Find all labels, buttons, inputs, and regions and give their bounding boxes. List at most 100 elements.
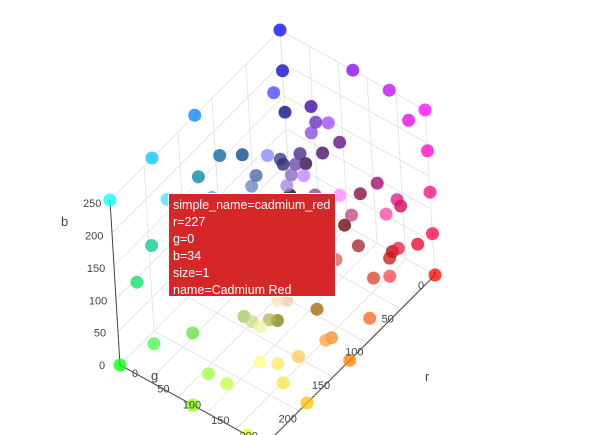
data-point[interactable] [145, 151, 159, 165]
data-point[interactable] [309, 115, 323, 129]
data-point[interactable] [351, 239, 365, 253]
data-point[interactable] [383, 269, 397, 283]
data-point[interactable] [186, 398, 200, 412]
data-point[interactable] [284, 168, 298, 182]
data-point[interactable] [273, 152, 287, 166]
grid-line-floor-g [153, 330, 300, 412]
data-point[interactable] [304, 126, 318, 140]
g-axis-title: g [151, 368, 158, 383]
data-point[interactable] [319, 333, 333, 347]
data-point[interactable] [278, 105, 292, 119]
data-point[interactable] [276, 64, 289, 78]
data-point[interactable] [418, 103, 432, 117]
r-tick-label: 0 [132, 368, 138, 380]
data-point[interactable] [293, 147, 307, 161]
data-point[interactable] [343, 353, 357, 367]
r-tick-label: 100 [183, 399, 201, 411]
hover-line-size: size=1 [173, 266, 210, 280]
data-point[interactable] [276, 376, 290, 390]
data-point[interactable] [333, 188, 347, 202]
data-point[interactable] [267, 86, 281, 100]
b-tick-label: 0 [99, 360, 105, 372]
data-point[interactable] [299, 157, 313, 171]
data-point[interactable] [346, 63, 360, 77]
data-point[interactable] [353, 187, 367, 201]
data-point[interactable] [113, 358, 127, 372]
b-tick-label: 150 [87, 263, 105, 275]
data-point[interactable] [261, 149, 274, 162]
g-tick-label: 50 [382, 313, 394, 325]
data-point[interactable] [310, 302, 324, 316]
hover-line-g: g=0 [173, 232, 195, 246]
data-point[interactable] [280, 179, 294, 193]
data-point[interactable] [147, 337, 161, 351]
hover-line-r: r=227 [173, 215, 206, 229]
data-point[interactable] [145, 239, 159, 252]
b-tick-label: 200 [85, 231, 103, 243]
data-point[interactable] [367, 271, 380, 285]
data-point[interactable] [213, 149, 227, 162]
data-point[interactable] [297, 169, 311, 183]
r-tick-label: 200 [240, 431, 258, 435]
g-tick-label: 0 [418, 280, 424, 292]
b-axis-title: b [61, 214, 68, 229]
ticks-layer: 0 50 100 150 200 0 50 100 150 200 0 50 100 150 200 250 [83, 198, 424, 435]
data-point[interactable] [235, 148, 249, 162]
b-tick-label: 50 [94, 328, 106, 340]
data-point[interactable] [289, 157, 303, 171]
data-point[interactable] [426, 227, 439, 241]
data-point[interactable] [240, 428, 254, 435]
hover-line-b: b=34 [173, 249, 202, 263]
hover-line-name: name=Cadmium Red [173, 283, 292, 297]
data-point[interactable] [382, 83, 396, 97]
data-point[interactable] [316, 146, 330, 160]
data-point[interactable] [428, 268, 442, 282]
data-point[interactable] [421, 144, 434, 158]
data-point[interactable] [186, 326, 200, 340]
b-tick-label: 250 [83, 198, 101, 210]
data-point[interactable] [379, 207, 393, 221]
data-point[interactable] [370, 176, 384, 190]
data-point[interactable] [130, 275, 144, 289]
r-tick-label: 150 [211, 415, 229, 427]
b-tick-label: 100 [89, 295, 107, 307]
data-point[interactable] [345, 208, 358, 222]
data-point[interactable] [402, 113, 416, 127]
data-point[interactable] [273, 23, 287, 37]
data-point[interactable] [191, 170, 205, 184]
grid-line-floor-r [206, 242, 378, 414]
data-point[interactable] [188, 108, 202, 122]
data-point[interactable] [333, 135, 347, 149]
data-point[interactable] [220, 377, 234, 391]
grid-line-rb-vertical [366, 77, 378, 244]
data-point[interactable] [383, 251, 397, 265]
data-point[interactable] [391, 241, 405, 255]
data-point[interactable] [271, 357, 285, 371]
grid-line-rb-vertical [395, 93, 407, 260]
g-tick-label: 100 [345, 347, 363, 359]
data-point[interactable] [103, 193, 117, 207]
data-point[interactable] [338, 218, 352, 232]
data-point[interactable] [300, 396, 314, 410]
data-point[interactable] [245, 179, 259, 193]
grid-line-rb-horizontal [285, 128, 432, 210]
data-point[interactable] [253, 355, 267, 369]
data-point[interactable] [304, 100, 318, 113]
data-point[interactable] [253, 320, 267, 334]
data-point[interactable] [262, 313, 276, 327]
data-point[interactable] [321, 116, 335, 130]
data-point[interactable] [390, 193, 404, 207]
data-point[interactable] [249, 169, 263, 182]
data-point[interactable] [423, 185, 437, 199]
data-point[interactable] [411, 237, 425, 251]
data-point[interactable] [363, 311, 377, 325]
r-tick-label: 50 [157, 384, 169, 396]
grid-line-floor-g [187, 296, 334, 378]
data-point[interactable] [202, 367, 215, 381]
hover-tooltip: simple_name=cadmium_red r=227 g=0 b=34 s… [168, 193, 336, 297]
g-tick-label: 200 [279, 413, 297, 425]
b-axis-line [109, 199, 121, 366]
grid-line-rb-horizontal [281, 62, 428, 144]
data-point[interactable] [292, 350, 305, 364]
